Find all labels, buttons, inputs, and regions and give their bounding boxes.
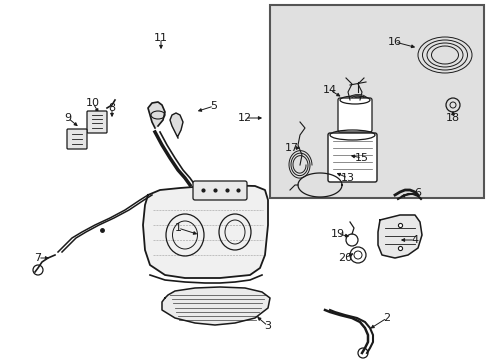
- Text: 6: 6: [414, 188, 421, 198]
- Polygon shape: [162, 287, 269, 325]
- Text: 7: 7: [34, 253, 41, 263]
- Polygon shape: [170, 113, 183, 138]
- Text: 11: 11: [154, 33, 168, 43]
- Polygon shape: [148, 102, 164, 128]
- Text: 3: 3: [264, 321, 271, 331]
- Text: 17: 17: [285, 143, 299, 153]
- Text: 18: 18: [445, 113, 459, 123]
- Polygon shape: [377, 215, 421, 258]
- FancyBboxPatch shape: [327, 133, 376, 182]
- Polygon shape: [142, 185, 267, 278]
- FancyBboxPatch shape: [87, 111, 107, 133]
- Text: 20: 20: [337, 253, 351, 263]
- Text: 15: 15: [354, 153, 368, 163]
- Text: 19: 19: [330, 229, 345, 239]
- Bar: [269, 5, 483, 198]
- Text: 2: 2: [383, 313, 390, 323]
- Text: 5: 5: [210, 101, 217, 111]
- FancyBboxPatch shape: [193, 181, 246, 200]
- Text: 4: 4: [410, 235, 418, 245]
- Text: 12: 12: [238, 113, 251, 123]
- Text: 1: 1: [174, 223, 181, 233]
- Text: 9: 9: [64, 113, 71, 123]
- Text: 14: 14: [322, 85, 336, 95]
- FancyBboxPatch shape: [67, 129, 87, 149]
- FancyBboxPatch shape: [337, 98, 371, 132]
- Text: 8: 8: [108, 103, 115, 113]
- Text: 16: 16: [387, 37, 401, 47]
- Text: 10: 10: [86, 98, 100, 108]
- Text: 13: 13: [340, 173, 354, 183]
